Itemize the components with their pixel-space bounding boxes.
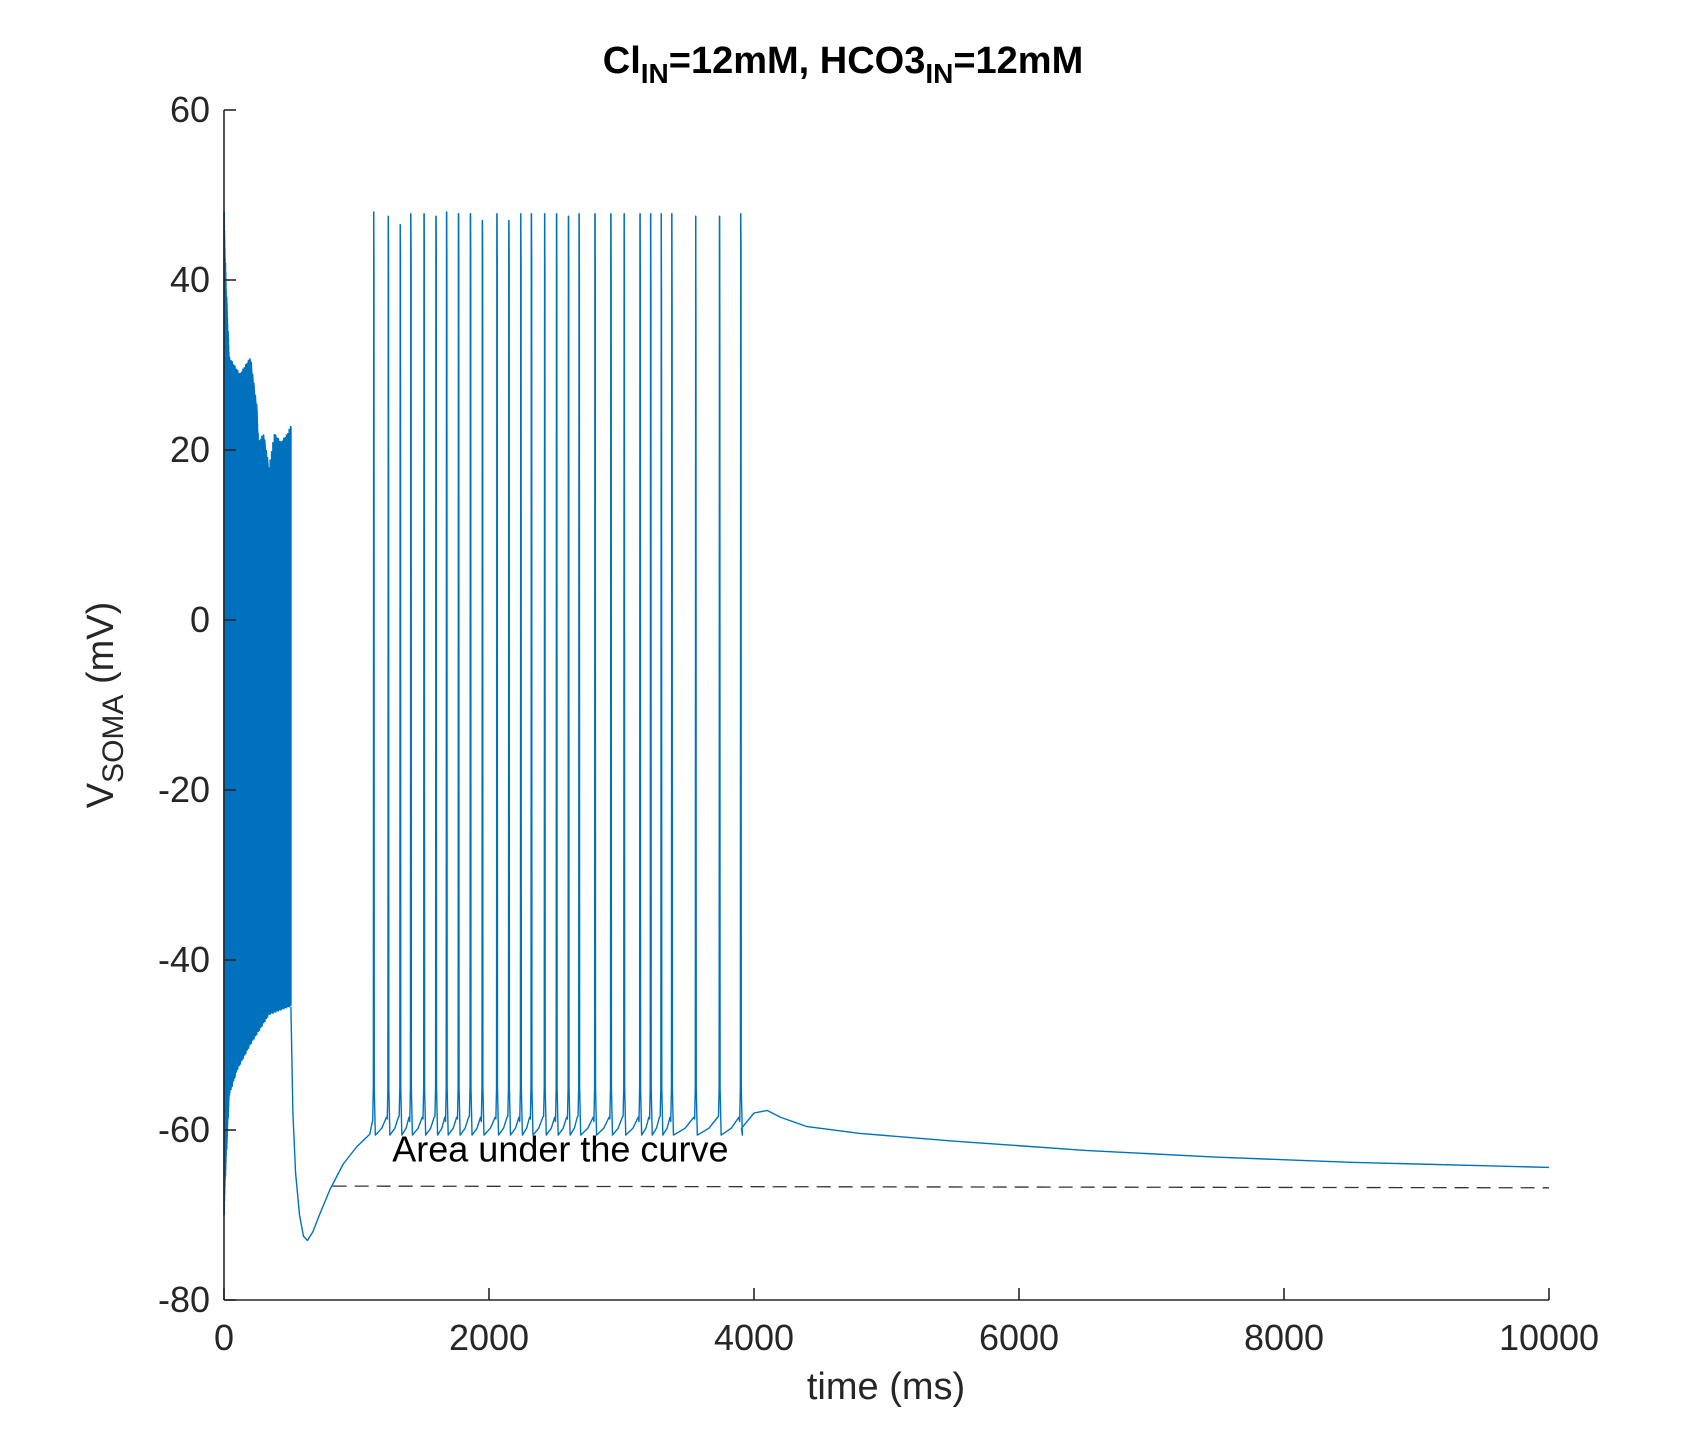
chart-title: ClIN=12mM, HCO3IN=12mM <box>603 40 1084 89</box>
plot-area: Area under the curve <box>223 211 1550 1242</box>
y-ticks: 60 40 20 0 -20 -40 -60 -80 <box>158 89 236 1320</box>
x-tick-label: 10000 <box>1499 1317 1599 1358</box>
y-tick-label: -80 <box>158 1279 210 1320</box>
y-axis-label: VSOMA (mV) <box>80 602 130 809</box>
y-tick-label: -60 <box>158 1109 210 1150</box>
x-ticks: 0 2000 4000 6000 8000 10000 <box>214 1288 1599 1358</box>
x-tick-label: 6000 <box>979 1317 1059 1358</box>
voltage-trace-line <box>290 211 1550 1242</box>
y-tick-label: 60 <box>170 89 210 130</box>
initial-oscillation-band <box>223 212 292 1216</box>
y-tick-label: 40 <box>170 259 210 300</box>
y-tick-label: 20 <box>170 429 210 470</box>
x-tick-label: 2000 <box>449 1317 529 1358</box>
x-tick-label: 4000 <box>714 1317 794 1358</box>
x-tick-label: 8000 <box>1244 1317 1324 1358</box>
reference-dashed-line <box>332 1185 1550 1189</box>
axes <box>223 110 1549 1301</box>
y-tick-label: 0 <box>190 599 210 640</box>
area-annotation: Area under the curve <box>392 1128 728 1169</box>
x-tick-label: 0 <box>214 1317 234 1358</box>
y-tick-label: -20 <box>158 769 210 810</box>
y-tick-label: -40 <box>158 939 210 980</box>
x-axis-label: time (ms) <box>807 1366 965 1408</box>
